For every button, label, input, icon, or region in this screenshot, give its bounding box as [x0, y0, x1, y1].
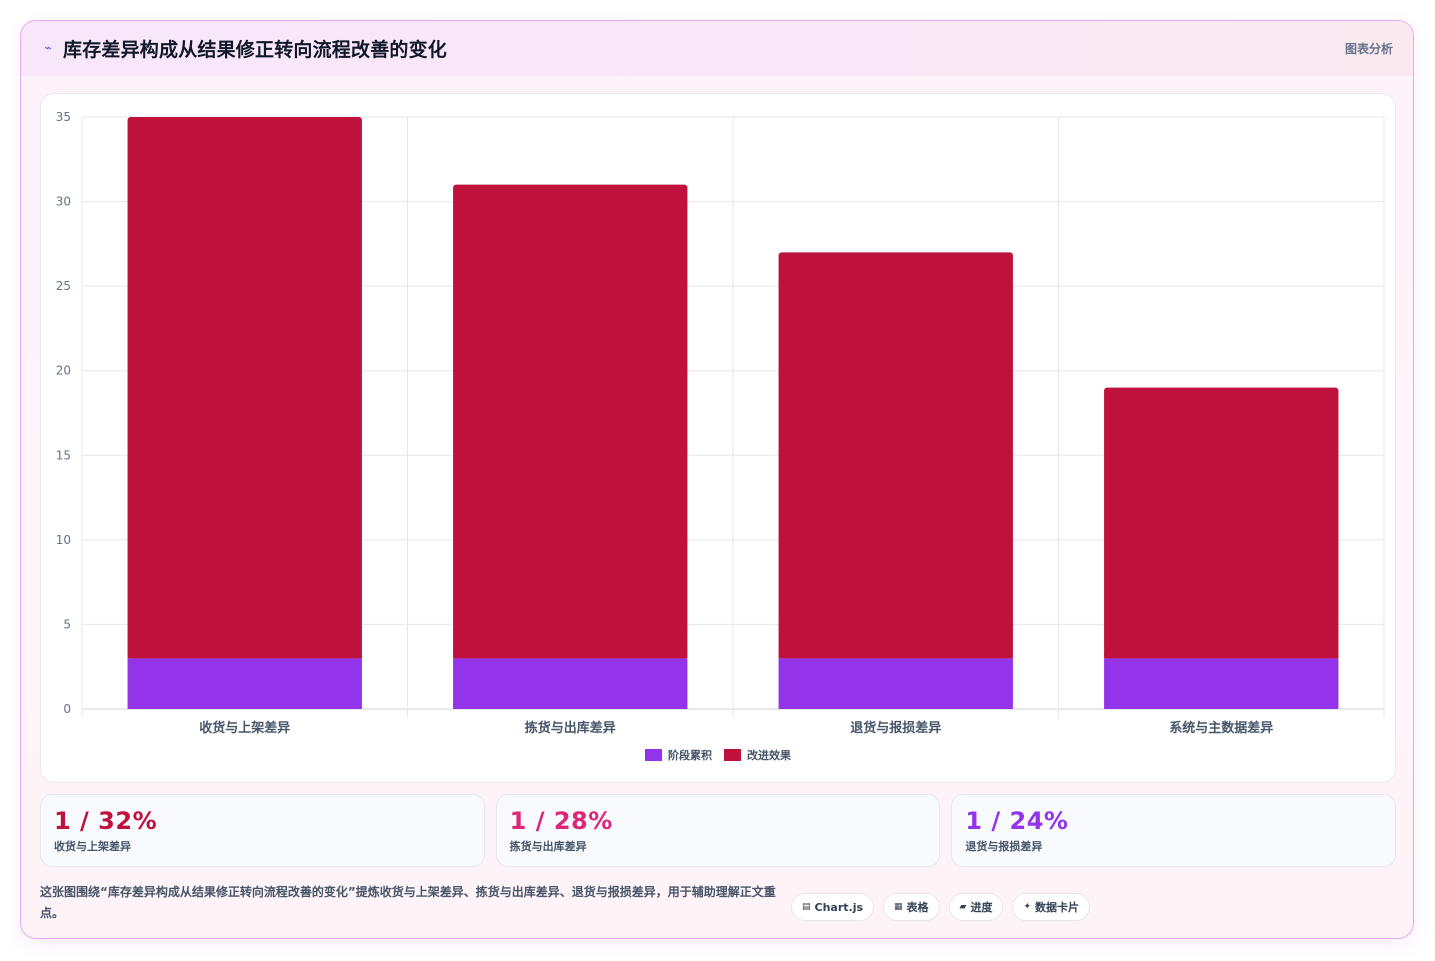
stat-value: 1 / 24%	[965, 807, 1069, 835]
bar-stage	[1104, 658, 1339, 709]
chip-progress[interactable]: ▰ 进度	[948, 893, 1004, 921]
legend-item-stage[interactable]: 阶段累积	[645, 747, 712, 763]
x-tick-label: 拣货与出库差异	[525, 720, 616, 736]
chart-legend: 阶段累积 改进效果	[41, 747, 1395, 763]
chip-table[interactable]: ▦ 表格	[883, 893, 940, 921]
line-chart-icon: ⌁	[44, 41, 52, 56]
y-tick-label: 0	[63, 702, 71, 716]
x-tick-label: 收货与上架差异	[199, 720, 290, 736]
card-header: ⌁ 库存差异构成从结果修正转向流程改善的变化 图表分析	[21, 21, 1413, 76]
legend-item-improve[interactable]: 改进效果	[724, 747, 791, 763]
y-tick-label: 25	[56, 279, 71, 293]
data-card-icon: ✦	[1023, 902, 1032, 912]
chart-panel: 0 5 10 15 20 25 30 35 收货与上架差异 拣货与出库差异 退货与报损差异 系统与主数…	[40, 93, 1396, 783]
bar-corner-fill	[453, 654, 688, 659]
bar-stage	[778, 658, 1013, 709]
stat-card: 1 / 28% 拣货与出库差异	[495, 794, 941, 867]
stats-row: 1 / 32% 收货与上架差异 1 / 28% 拣货与出库差异 1 / 24% …	[40, 794, 1397, 867]
bar-improve	[1104, 387, 1339, 659]
y-tick-label: 5	[63, 617, 71, 631]
bar-improve	[453, 184, 688, 659]
stat-card: 1 / 24% 退货与报损差异	[951, 794, 1397, 867]
bar-chart: 0 5 10 15 20 25 30 35 收货与上架差异 拣货与出库差异 退货与报损差异 系统与主数…	[56, 110, 1385, 736]
stat-label: 收货与上架差异	[54, 840, 131, 853]
table-icon: ▦	[894, 902, 903, 912]
stat-label: 拣货与出库差异	[509, 840, 587, 853]
page-title: 库存差异构成从结果修正转向流程改善的变化	[63, 39, 448, 61]
chip-data-card[interactable]: ✦ 数据卡片	[1012, 893, 1091, 921]
x-tick-label: 退货与报损差异	[850, 720, 941, 736]
chart-description: 这张图围绕“库存差异构成从结果修正转向流程改善的变化”提炼收货与上架差异、拣货与…	[40, 885, 776, 920]
legend-label-stage: 阶段累积	[668, 749, 712, 762]
legend-swatch-improve	[724, 749, 741, 761]
bar-improve	[778, 252, 1013, 659]
y-tick-label: 10	[56, 533, 71, 547]
stat-value: 1 / 32%	[54, 807, 158, 835]
bar-corner-fill	[1104, 654, 1339, 659]
y-tick-label: 30	[56, 195, 71, 209]
progress-icon: ▰	[959, 902, 967, 912]
title-wrap: ⌁ 库存差异构成从结果修正转向流程改善的变化	[41, 35, 447, 62]
tech-chips: ▤ Chart.js ▦ 表格 ▰ 进度 ✦ 数据卡片	[791, 893, 1091, 921]
chip-label: 表格	[906, 901, 929, 914]
chip-label: 进度	[970, 901, 993, 914]
header-tag: 图表分析	[1344, 42, 1393, 56]
bar-stage	[453, 658, 688, 709]
chart-card: ⌁ 库存差异构成从结果修正转向流程改善的变化 图表分析 0 5 10 15 20 25 30…	[20, 20, 1414, 939]
chart-icon: ▤	[802, 902, 811, 912]
y-tick-label: 20	[56, 364, 71, 378]
y-tick-label: 35	[56, 110, 71, 124]
stat-card: 1 / 32% 收货与上架差异	[40, 794, 485, 867]
chip-label: 数据卡片	[1035, 901, 1080, 914]
bar-corner-fill	[127, 654, 362, 659]
bar-stage	[127, 658, 362, 709]
bar-corner-fill	[778, 654, 1013, 659]
stat-value: 1 / 28%	[509, 807, 613, 835]
stat-label: 退货与报损差异	[965, 840, 1043, 853]
legend-swatch-stage	[645, 749, 662, 761]
y-tick-label: 15	[56, 448, 71, 462]
x-tick-label: 系统与主数据差异	[1169, 720, 1273, 736]
chip-chartjs[interactable]: ▤ Chart.js	[791, 893, 875, 921]
legend-label-improve: 改进效果	[747, 749, 791, 762]
bar-improve	[127, 117, 362, 659]
chip-label: Chart.js	[814, 900, 864, 914]
